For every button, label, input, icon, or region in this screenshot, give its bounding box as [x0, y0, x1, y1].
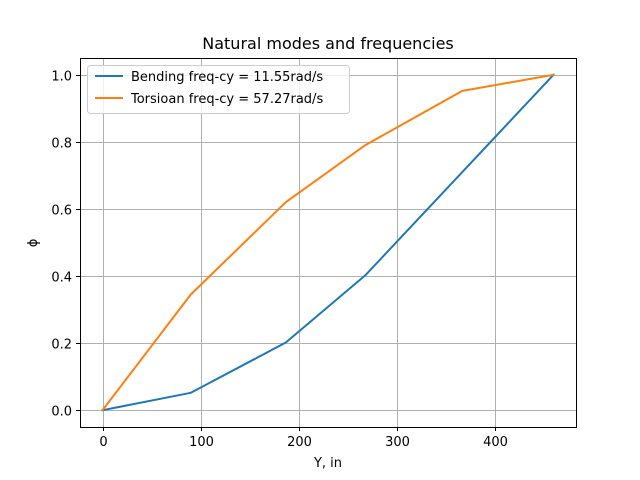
x-tick-label: 400: [483, 435, 508, 450]
x-axis-label: Y, in: [313, 456, 342, 471]
chart-title: Natural modes and frequencies: [202, 34, 454, 53]
x-tick-label: 300: [385, 435, 410, 450]
y-tick-label: 1.0: [51, 70, 72, 85]
legend-label-bending: Bending freq-cy = 11.55rad/s: [131, 70, 323, 85]
legend-box: [87, 65, 350, 114]
y-tick-label: 0.2: [51, 338, 72, 353]
series-layer: [101, 73, 555, 412]
y-tick-label: 0.6: [51, 204, 72, 219]
y-tick-label: 0.4: [51, 271, 72, 286]
legend: Bending freq-cy = 11.55rad/s Torsioan fr…: [87, 65, 350, 114]
y-tick-label: 0.0: [51, 405, 72, 420]
plot-frame: [80, 58, 577, 428]
axis-ticks: 0 100 200 300 400 0.0 0.2 0.4 0.6 0.8 1.0: [51, 70, 508, 451]
x-tick-label: 100: [189, 435, 214, 450]
legend-label-torsion: Torsioan freq-cy = 57.27rad/s: [130, 92, 323, 107]
y-axis-label: ϕ: [26, 239, 41, 248]
series-line-1: [101, 73, 555, 412]
x-tick-label: 0: [99, 435, 107, 450]
y-tick-label: 0.8: [51, 137, 72, 152]
x-tick-label: 200: [287, 435, 312, 450]
series-line-0: [101, 73, 555, 412]
